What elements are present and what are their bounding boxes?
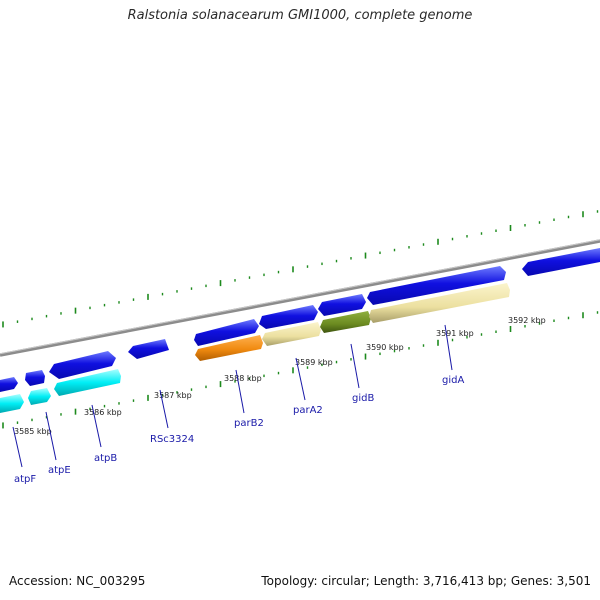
gene-atpF-bar[interactable] (0, 394, 24, 413)
gene-arrow-forward[interactable] (0, 377, 18, 392)
gene-arrow-forward[interactable] (25, 370, 45, 386)
gene-label-atpB[interactable]: atpB (94, 453, 117, 464)
gene-arrow-forward[interactable] (49, 351, 116, 379)
gene-atpE-bar[interactable] (28, 388, 51, 405)
scale-label: 3591 kbp (436, 329, 474, 338)
gene-gidA-bar[interactable] (369, 283, 510, 323)
scale-label: 3587 kbp (154, 391, 192, 400)
gene-label-atpE[interactable]: atpE (48, 465, 71, 476)
topology-summary: Topology: circular; Length: 3,716,413 bp… (261, 574, 591, 588)
gene-label-gidB[interactable]: gidB (352, 393, 374, 404)
gene-labels: atpF atpE atpB RSc3324 parB2 parA2 gidB … (14, 375, 464, 485)
scale-label: 3592 kbp (508, 316, 546, 325)
gene-label-parB2[interactable]: parB2 (234, 418, 264, 429)
accession-label: Accession: NC_003295 (9, 574, 146, 588)
scale-label: 3590 kbp (366, 343, 404, 352)
gene-arrow-forward[interactable] (318, 294, 366, 316)
gene-gidB-bar[interactable] (320, 311, 371, 333)
scale-label: 3589 kbp (295, 358, 333, 367)
gene-arrow-forward[interactable] (367, 266, 506, 305)
gene-label-gidA[interactable]: gidA (442, 375, 464, 386)
gene-features (0, 248, 600, 413)
gene-arrow-forward[interactable] (522, 248, 600, 276)
gene-arrow-forward[interactable] (259, 305, 318, 329)
gene-label-parA2[interactable]: parA2 (293, 405, 323, 416)
gene-parB2-bar[interactable] (195, 335, 263, 361)
genome-backbone (0, 239, 600, 357)
gene-parA2-bar[interactable] (262, 322, 321, 346)
gene-atpB-bar[interactable] (54, 369, 121, 396)
map-title: Ralstonia solanacearum GMI1000, complete… (127, 8, 473, 23)
gene-label-RSc3324[interactable]: RSc3324 (150, 434, 194, 445)
gene-arrow-forward[interactable] (194, 319, 259, 346)
gene-label-atpF[interactable]: atpF (14, 474, 36, 485)
lower-tick-row (2, 311, 599, 429)
scale-labels: 3585 kbp 3586 kbp 3587 kbp 3588 kbp 3589… (14, 316, 546, 436)
scale-label: 3586 kbp (84, 408, 122, 417)
gene-arrow-forward[interactable] (128, 339, 169, 359)
upper-tick-row (2, 210, 599, 328)
scale-label: 3585 kbp (14, 427, 52, 436)
scale-label: 3588 kbp (224, 374, 262, 383)
gene-label-leaders (12, 324, 453, 468)
